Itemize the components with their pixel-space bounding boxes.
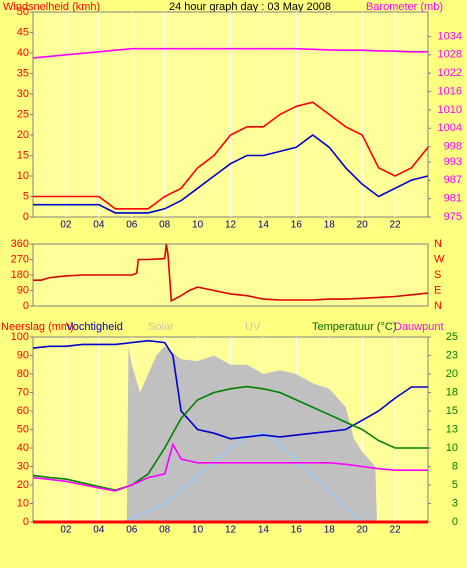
y-tick-label: 0 xyxy=(23,516,29,528)
x-tick-label: 16 xyxy=(291,220,303,231)
y-tick-label: 50 xyxy=(17,423,29,435)
y-tick-label: 70 xyxy=(17,386,29,398)
y-tick-label: 40 xyxy=(17,47,29,59)
y-tick-label: 30 xyxy=(17,88,29,100)
y-tick-label: 10 xyxy=(17,170,29,182)
y2-tick-label: W xyxy=(434,253,445,265)
legend-entry: Solar xyxy=(148,321,174,333)
y2-tick-label: 10 xyxy=(446,442,458,454)
x-tick-label: 22 xyxy=(390,525,402,536)
y-tick-label: 100 xyxy=(11,331,29,343)
series-line xyxy=(33,243,429,303)
y2-tick-label: 1028 xyxy=(438,49,462,61)
x-tick-label: 12 xyxy=(225,525,237,536)
series-line xyxy=(33,101,429,210)
y-tick-label: 90 xyxy=(17,284,29,296)
legend-entry: Vochtigheid xyxy=(66,321,123,333)
x-tick-label: 02 xyxy=(60,220,72,231)
legend-entry: Neerslag (mm) xyxy=(1,321,74,333)
y2-tick-label: 13 xyxy=(446,423,458,435)
x-tick-label: 06 xyxy=(126,525,138,536)
x-tick-label: 02 xyxy=(60,525,72,536)
x-tick-label: 20 xyxy=(357,525,369,536)
series-line xyxy=(32,47,428,59)
x-tick-label: 06 xyxy=(126,220,138,231)
y2-tick-label: N xyxy=(434,238,442,250)
x-tick-label: 14 xyxy=(258,220,270,231)
y-tick-label: 35 xyxy=(17,67,29,79)
x-tick-label: 14 xyxy=(258,525,270,536)
x-tick-label: 04 xyxy=(93,525,105,536)
area xyxy=(33,346,428,522)
y-tick-label: 0 xyxy=(23,300,29,312)
y-tick-label: 20 xyxy=(17,479,29,491)
y2-tick-label: 987 xyxy=(444,174,462,186)
y-tick-label: 0 xyxy=(23,211,29,223)
y2-tick-label: 15 xyxy=(446,405,458,417)
series-line xyxy=(33,432,428,523)
y2-axis-label: Barometer (mb) xyxy=(366,1,443,13)
y-tick-label: 50 xyxy=(17,6,29,18)
y2-tick-label: 20 xyxy=(446,368,458,380)
y-tick-label: 5 xyxy=(23,190,29,202)
x-tick-label: 16 xyxy=(291,525,303,536)
y-tick-label: 40 xyxy=(17,442,29,454)
y-tick-label: 90 xyxy=(17,349,29,361)
x-tick-label: 04 xyxy=(93,220,105,231)
y2-tick-label: 3 xyxy=(452,497,458,509)
y2-tick-label: 18 xyxy=(446,386,458,398)
series-line xyxy=(32,339,428,440)
y2-tick-label: 981 xyxy=(444,193,462,205)
y2-tick-label: 23 xyxy=(446,349,458,361)
y2-tick-label: 1016 xyxy=(438,85,462,97)
y2-tick-label: 8 xyxy=(452,460,458,472)
y-axis-label: Windsnelheid (kmh) xyxy=(3,1,100,13)
y2-tick-label: E xyxy=(434,284,441,296)
series-line xyxy=(32,385,428,492)
y2-tick-label: 993 xyxy=(444,156,462,168)
y2-tick-label: 975 xyxy=(444,211,462,223)
legend-entry: Temperatuur (°C) xyxy=(312,321,396,333)
x-tick-label: 20 xyxy=(357,220,369,231)
y-tick-label: 60 xyxy=(17,405,29,417)
y-tick-label: 360 xyxy=(11,238,29,250)
y2-tick-label: S xyxy=(434,269,441,281)
x-tick-label: 18 xyxy=(324,525,336,536)
y-tick-label: 10 xyxy=(17,497,29,509)
x-tick-label: 10 xyxy=(192,525,204,536)
y2-tick-label: 1004 xyxy=(438,122,462,134)
x-tick-label: 22 xyxy=(390,220,402,231)
x-tick-label: 08 xyxy=(159,220,171,231)
x-tick-label: 18 xyxy=(324,220,336,231)
chart-title: 24 hour graph day : 03 May 2008 xyxy=(169,1,331,13)
y-tick-label: 25 xyxy=(17,108,29,120)
y2-tick-label: 0 xyxy=(452,516,458,528)
y-tick-label: 80 xyxy=(17,368,29,380)
y-tick-label: 45 xyxy=(17,26,29,38)
y2-tick-label: 998 xyxy=(444,141,462,153)
legend-entry: UV xyxy=(245,321,261,333)
y2-tick-label: 5 xyxy=(452,479,458,491)
y2-tick-label: N xyxy=(434,300,442,312)
legend-entry: Dauwpunt xyxy=(394,321,444,333)
x-tick-label: 10 xyxy=(192,220,204,231)
y-tick-label: 30 xyxy=(17,460,29,472)
y2-tick-label: 25 xyxy=(446,331,458,343)
y2-tick-label: 1022 xyxy=(438,67,462,79)
y-tick-label: 180 xyxy=(11,269,29,281)
x-tick-label: 08 xyxy=(159,525,171,536)
y-tick-label: 270 xyxy=(11,253,29,265)
series-line xyxy=(33,134,429,214)
y-tick-label: 20 xyxy=(17,129,29,141)
series-line xyxy=(32,442,428,492)
y2-tick-label: 1034 xyxy=(438,30,462,42)
x-tick-label: 12 xyxy=(225,220,237,231)
y-tick-label: 15 xyxy=(17,149,29,161)
y2-tick-label: 1010 xyxy=(438,104,462,116)
